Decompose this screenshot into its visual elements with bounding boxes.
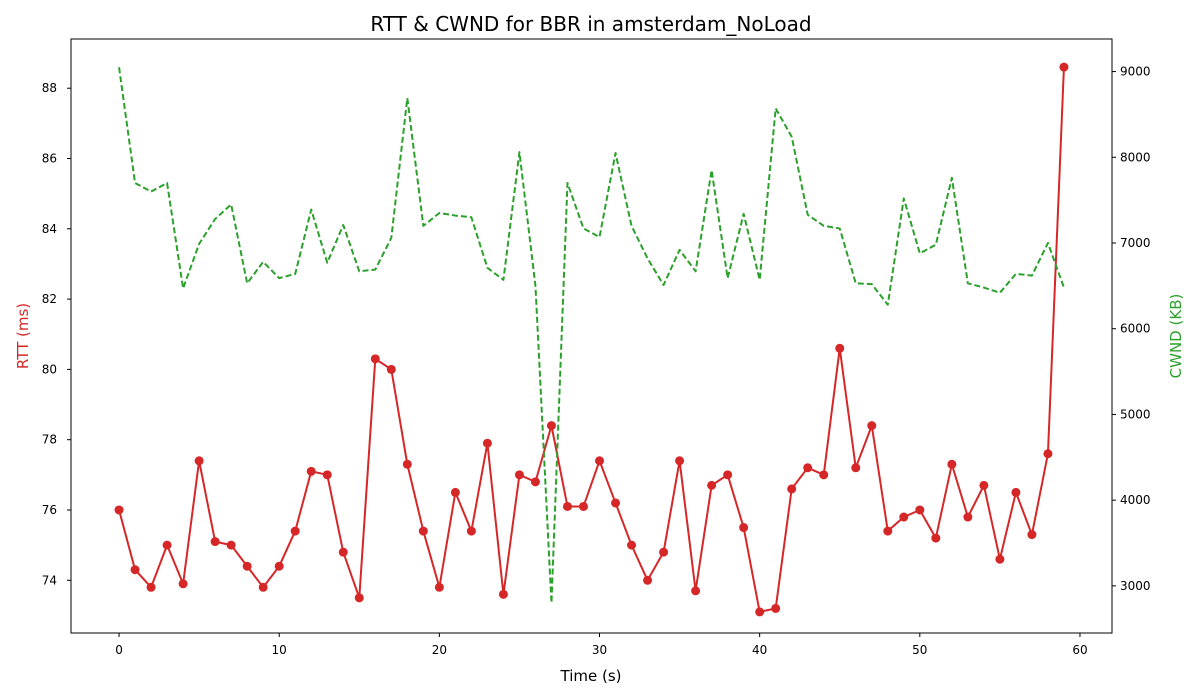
right-y-tick-label: 4000 [1120, 493, 1151, 507]
right-y-tick-label: 8000 [1120, 150, 1151, 164]
x-axis-label: Time (s) [560, 667, 622, 685]
right-y-axis-label: CWND (KB) [1167, 294, 1185, 379]
rtt-point [947, 459, 957, 469]
rtt-point [322, 470, 332, 480]
right-y-tick-label: 6000 [1120, 322, 1151, 336]
rtt-point [691, 586, 701, 596]
rtt-point [819, 470, 829, 480]
rtt-point [1059, 62, 1069, 72]
left-y-tick-label: 80 [42, 362, 57, 376]
rtt-point [611, 498, 621, 508]
rtt-point [675, 456, 685, 466]
cwnd-series-line [118, 67, 1065, 604]
rtt-point [498, 589, 508, 599]
x-tick-label: 20 [432, 643, 447, 657]
rtt-point [883, 526, 893, 536]
right-y-axis: 3000 4000 5000 6000 7000 8000 9000 [1112, 65, 1151, 593]
x-tick-label: 40 [752, 643, 767, 657]
rtt-point [1011, 487, 1021, 497]
left-y-tick-label: 76 [42, 503, 57, 517]
rtt-point [418, 526, 428, 536]
rtt-point [867, 421, 877, 431]
rtt-point [963, 512, 973, 522]
rtt-point [723, 470, 733, 480]
rtt-point [659, 547, 669, 557]
rtt-point [306, 466, 316, 476]
right-y-tick-label: 3000 [1120, 579, 1151, 593]
rtt-point [482, 438, 492, 448]
rtt-point [771, 603, 781, 613]
rtt-point [979, 480, 989, 490]
rtt-point [466, 526, 476, 536]
rtt-point [627, 540, 637, 550]
rtt-point [258, 582, 268, 592]
rtt-point [787, 484, 797, 494]
x-tick-label: 50 [912, 643, 927, 657]
plot-area [114, 62, 1069, 617]
left-y-tick-label: 82 [42, 292, 57, 306]
x-axis: 0 10 20 30 40 50 60 [115, 633, 1088, 657]
rtt-point [226, 540, 236, 550]
rtt-point [290, 526, 300, 536]
rtt-point [274, 561, 284, 571]
rtt-point [450, 487, 460, 497]
chart-title: RTT & CWND for BBR in amsterdam_NoLoad [370, 12, 811, 36]
left-y-axis: 74 76 78 80 82 84 86 88 [42, 81, 71, 587]
rtt-point [114, 505, 124, 515]
rtt-point [995, 554, 1005, 564]
rtt-point [578, 501, 588, 511]
rtt-point [370, 354, 380, 364]
x-tick-label: 30 [592, 643, 607, 657]
x-tick-label: 0 [115, 643, 123, 657]
rtt-point [386, 364, 396, 374]
rtt-point [595, 456, 605, 466]
right-y-tick-label: 7000 [1120, 236, 1151, 250]
rtt-point [851, 463, 861, 473]
rtt-point [514, 470, 524, 480]
rtt-point [707, 480, 717, 490]
rtt-point [931, 533, 941, 543]
rtt-point [915, 505, 925, 515]
rtt-point [546, 421, 556, 431]
rtt-point [146, 582, 156, 592]
right-y-tick-label: 5000 [1120, 407, 1151, 421]
left-y-tick-label: 84 [42, 222, 57, 236]
right-y-tick-label: 9000 [1120, 65, 1151, 79]
rtt-point [755, 607, 765, 617]
rtt-point [739, 523, 749, 533]
x-tick-label: 10 [272, 643, 287, 657]
x-tick-label: 60 [1072, 643, 1087, 657]
left-y-tick-label: 86 [42, 152, 57, 166]
rtt-point [242, 561, 252, 571]
left-y-tick-label: 74 [42, 573, 57, 587]
rtt-point [210, 537, 220, 547]
rtt-point [162, 540, 172, 550]
left-y-axis-label: RTT (ms) [14, 303, 32, 369]
rtt-point [434, 582, 444, 592]
rtt-point [338, 547, 348, 557]
rtt-point [130, 565, 140, 575]
rtt-point [402, 459, 412, 469]
rtt-point [178, 579, 188, 589]
left-y-tick-label: 88 [42, 81, 57, 95]
rtt-point [194, 456, 204, 466]
rtt-point [1043, 449, 1053, 459]
rtt-point [899, 512, 909, 522]
rtt-point [354, 593, 364, 603]
left-y-tick-label: 78 [42, 433, 57, 447]
rtt-point [530, 477, 540, 487]
rtt-point [562, 501, 572, 511]
rtt-point [643, 575, 653, 585]
plot-frame [70, 38, 1113, 634]
rtt-point [835, 343, 845, 353]
rtt-point [1027, 530, 1037, 540]
rtt-point [803, 463, 813, 473]
